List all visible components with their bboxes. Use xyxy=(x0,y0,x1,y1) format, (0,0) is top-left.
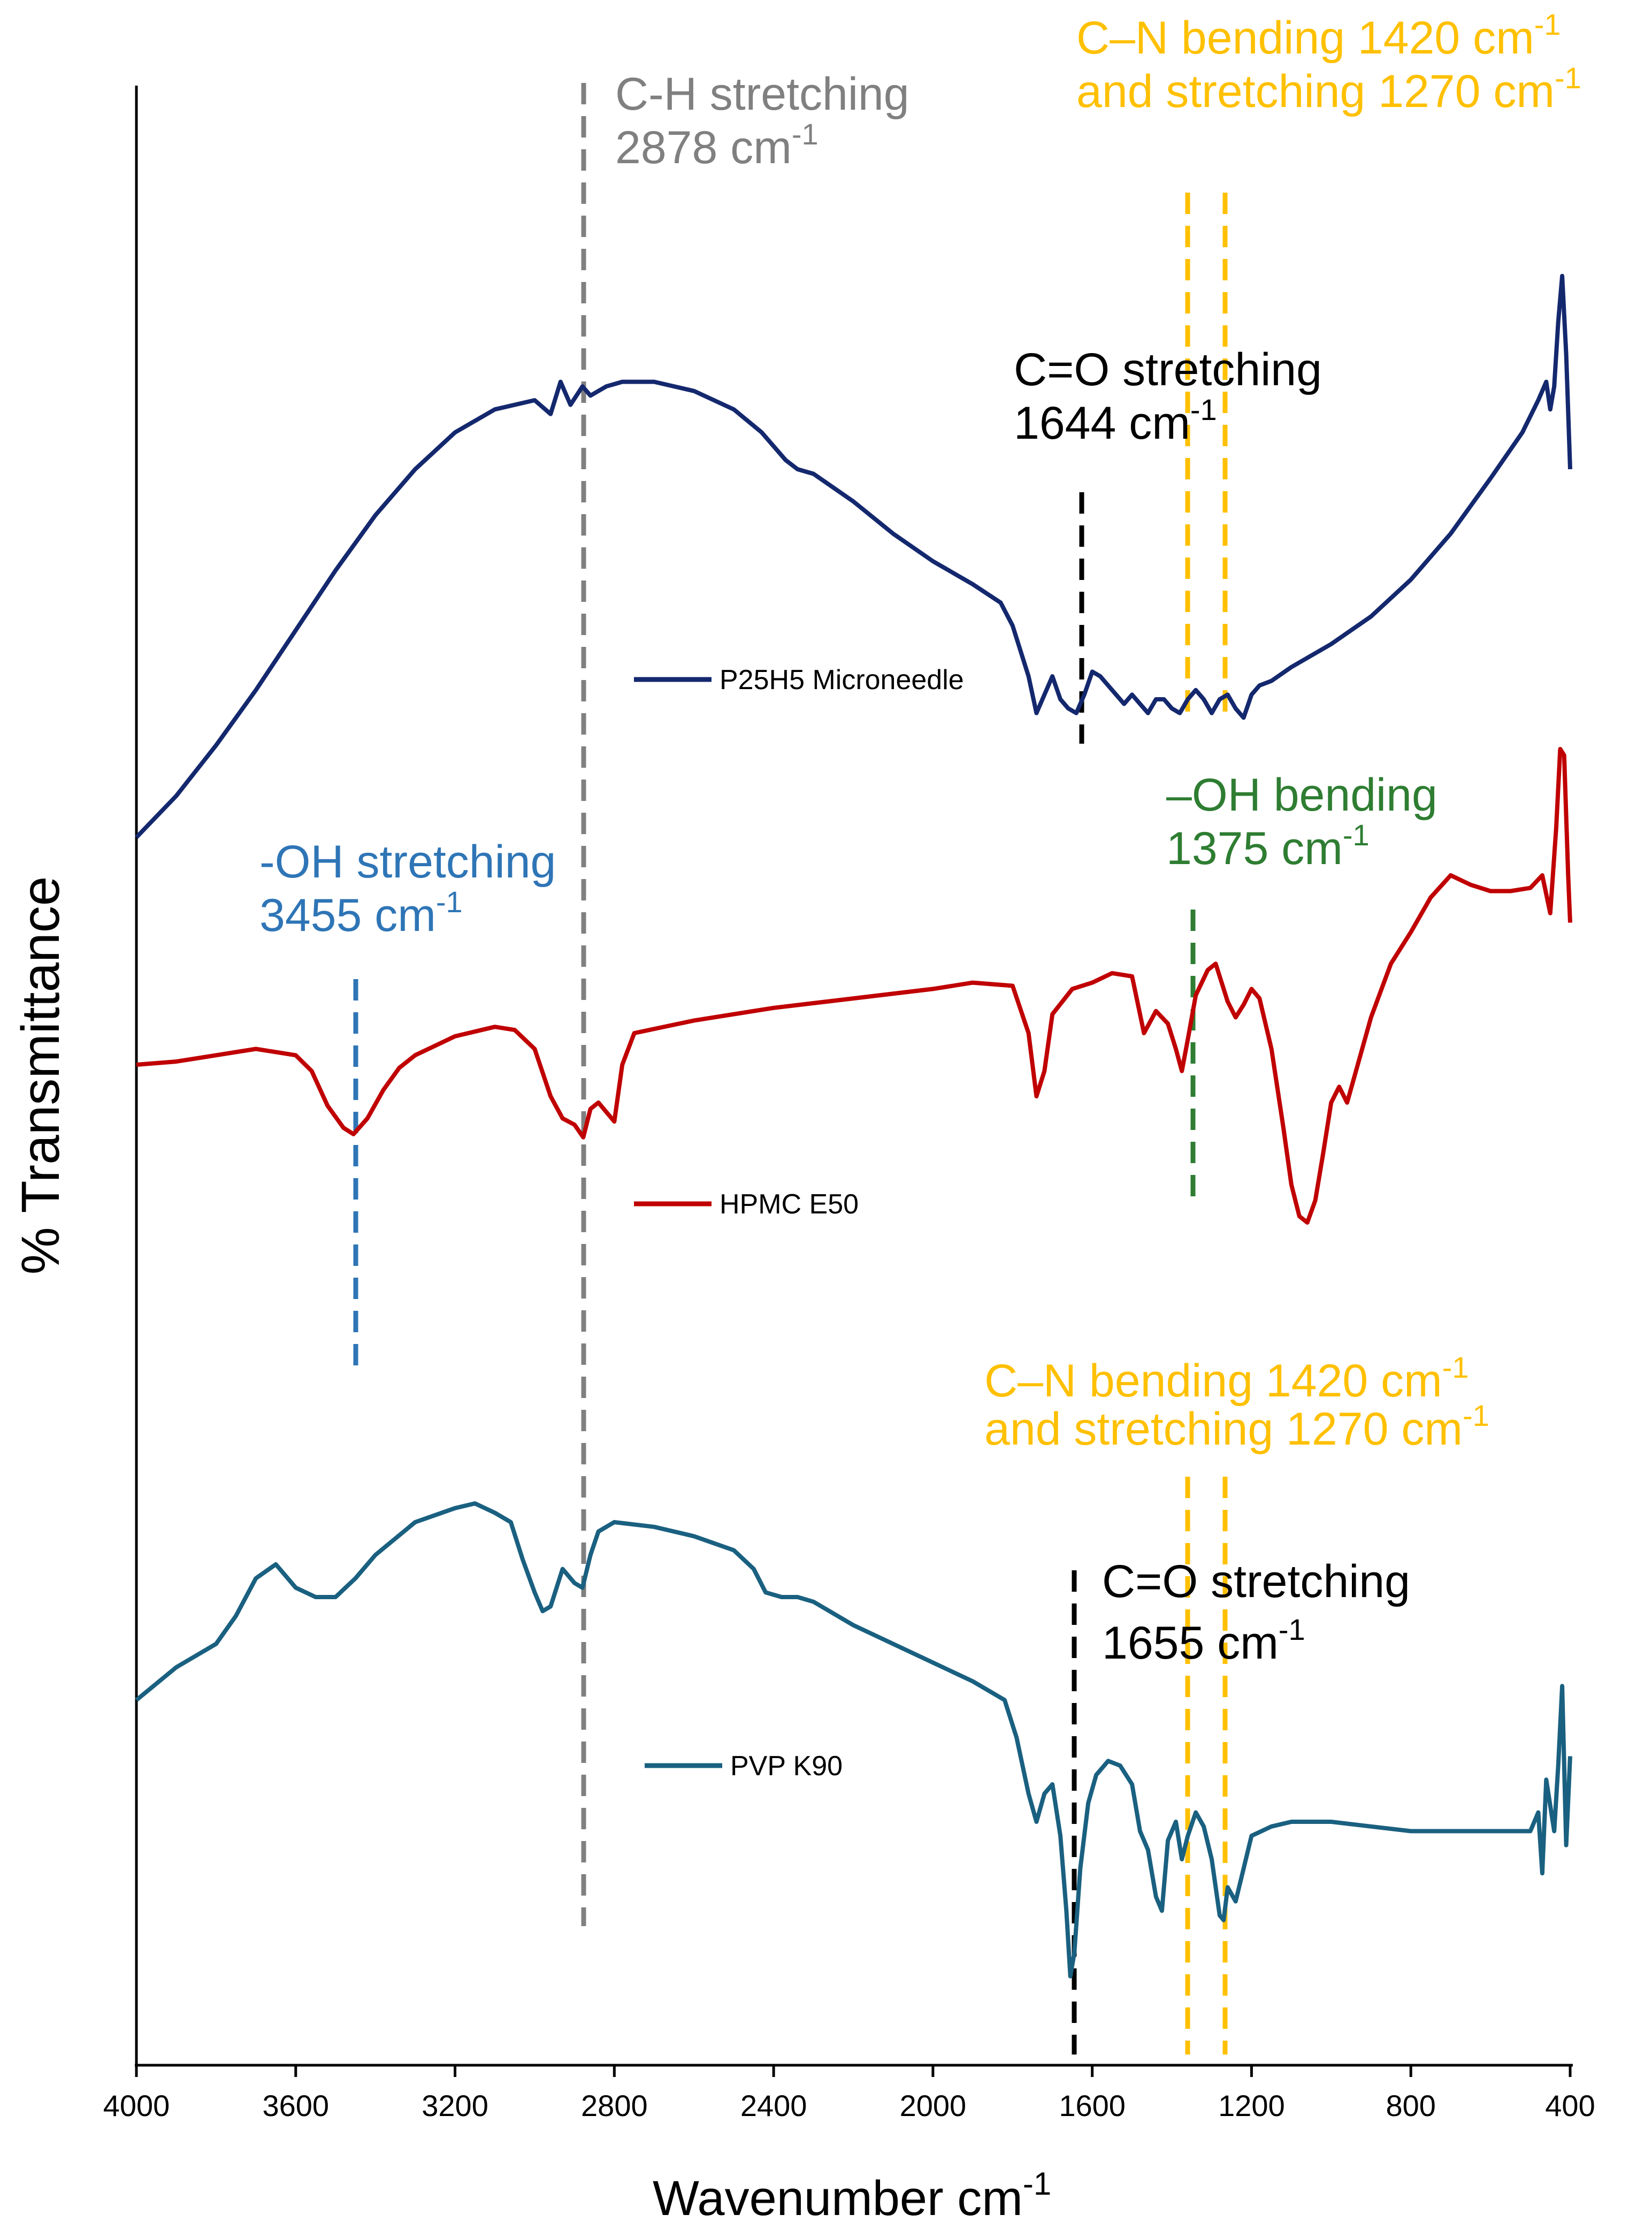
legend-label-p25h5: P25H5 Microneedle xyxy=(720,665,964,696)
annotation-co-1644: C=O stretching 1644 cm-1 xyxy=(1014,344,1322,449)
x-axis-title: Wavenumber cm-1 xyxy=(653,2166,1051,2226)
x-tick-label: 3200 xyxy=(422,2089,488,2122)
annotation-cn-bottom: C–N bending 1420 cm-1 and stretching 1270… xyxy=(984,1350,1489,1455)
legend-hpmc: HPMC E50 xyxy=(634,1189,859,1220)
x-tick-label: 4000 xyxy=(103,2089,170,2122)
legend-label-hpmc: HPMC E50 xyxy=(720,1189,859,1220)
annotation-oh-stretching: -OH stretching 3455 cm-1 xyxy=(259,836,556,941)
x-tick-label: 1600 xyxy=(1059,2089,1126,2122)
annotation-ch-stretching: C-H stretching 2878 cm-1 xyxy=(615,68,909,173)
series-line-hpmc xyxy=(136,747,1572,1225)
x-tick-label: 400 xyxy=(1545,2089,1595,2122)
series-line-p25h5 xyxy=(135,273,1572,839)
x-tick-label: 800 xyxy=(1386,2089,1436,2122)
x-tick-label: 3600 xyxy=(262,2089,329,2122)
y-axis-title: % Transmittance xyxy=(11,876,71,1275)
x-tick-label: 1200 xyxy=(1218,2089,1285,2122)
legend-p25h5: P25H5 Microneedle xyxy=(634,665,964,696)
x-tick-label: 2800 xyxy=(581,2089,648,2122)
x-tick-label: 2000 xyxy=(900,2089,967,2122)
annotation-oh-bending: –OH bending 1375 cm-1 xyxy=(1166,769,1437,874)
annotation-co-1655: C=O stretching 1655 cm-1 xyxy=(1102,1556,1410,1669)
x-tick-label: 2400 xyxy=(740,2089,807,2122)
legend-label-pvp: PVP K90 xyxy=(730,1751,843,1782)
legend-pvp: PVP K90 xyxy=(645,1751,843,1782)
annotation-cn-top: C–N bending 1420 cm-1 and stretching 1270… xyxy=(1076,7,1581,117)
series-line-pvp xyxy=(135,1501,1572,1979)
